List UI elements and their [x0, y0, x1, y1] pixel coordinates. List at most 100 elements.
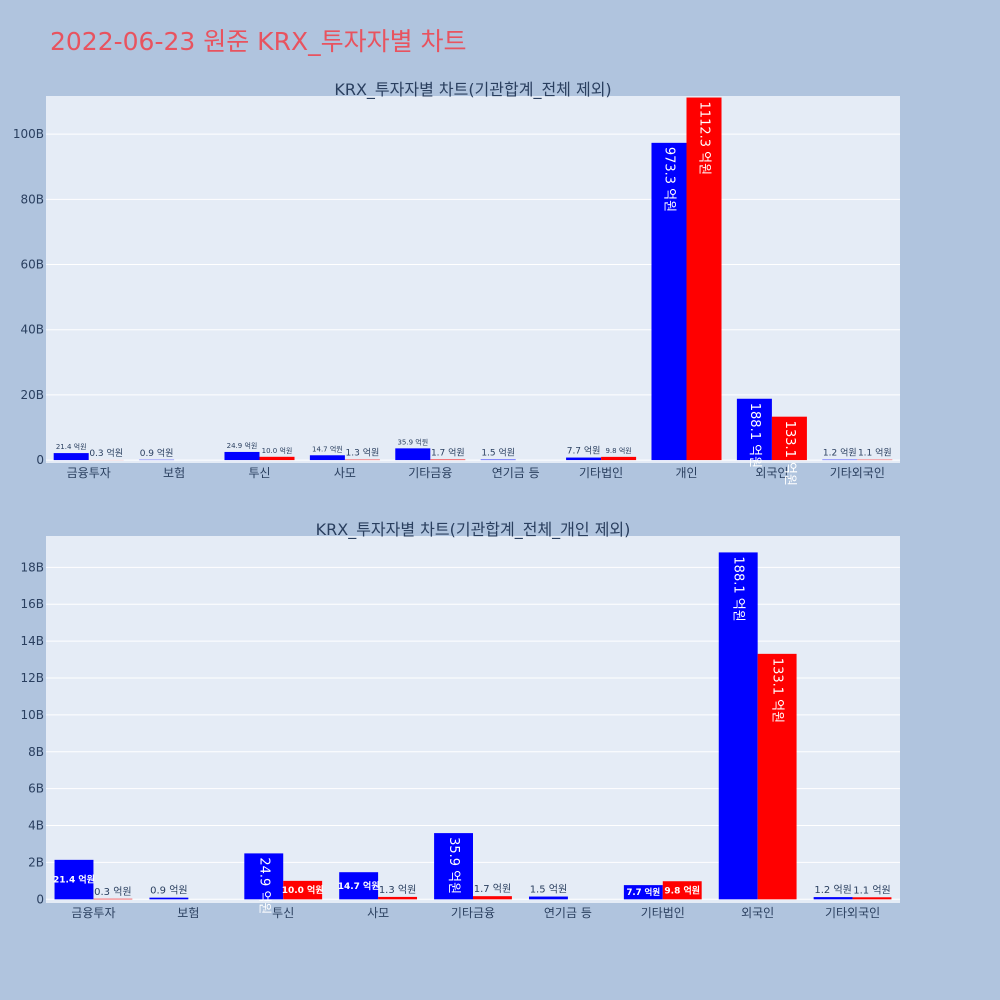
data-label: 10.0 억원 [282, 884, 324, 896]
x-tick-label: 금융투자 [67, 466, 111, 480]
data-label: 1.3 억원 [379, 884, 416, 896]
data-label: 9.8 억원 [605, 446, 631, 455]
x-tick-label: 외국인 [741, 906, 774, 920]
data-label: 1.1 억원 [853, 884, 890, 896]
bar [771, 416, 807, 461]
bar [473, 896, 512, 900]
x-tick-label: 사모 [334, 466, 356, 480]
data-label: 10.0 억원 [262, 446, 293, 455]
x-tick-label: 개인 [675, 466, 697, 480]
chart-bottom: 0 2B 4B 6B 8B 10B 12B 14B 16B 18B KRX_투자자별 차트(기관합계… [20, 520, 900, 920]
bar [757, 653, 797, 900]
y-tick-label: 12B [20, 671, 44, 685]
x-tick-label: 연기금 등 [492, 466, 540, 480]
y-tick-label: 80B [20, 192, 44, 206]
x-tick-label: 투신 [248, 466, 270, 480]
y-tick-label: 10B [20, 708, 44, 722]
data-label: 14.7 억원 [338, 880, 380, 892]
data-label: 24.9 억원 [227, 441, 258, 450]
data-label: 7.7 억원 [626, 887, 660, 898]
data-label: 1.7 억원 [431, 447, 465, 459]
y-tick-label: 0 [36, 892, 44, 906]
data-label: 1.3 억원 [346, 447, 380, 459]
bar [566, 457, 602, 461]
data-label: 973.3 억원 [661, 147, 676, 212]
data-label: 133.1 억원 [770, 658, 785, 723]
bar [623, 885, 663, 900]
x-tick-label: 금융투자 [71, 906, 115, 920]
data-label: 1.2 억원 [823, 447, 857, 459]
bar [718, 552, 758, 900]
data-label: 21.4 억원 [53, 874, 95, 886]
bar [259, 456, 295, 461]
data-label: 0.9 억원 [140, 447, 174, 459]
page-title: 2022-06-23 원준 KRX_투자자별 차트 [50, 27, 467, 56]
bar [93, 898, 133, 900]
x-tick-label: 외국인 [755, 466, 788, 480]
x-tick-label: 보험 [177, 906, 199, 920]
data-label: 35.9 억원 [397, 437, 428, 446]
data-label: 9.8 억원 [664, 884, 700, 896]
x-tick-label: 투신 [272, 906, 294, 920]
x-tick-label: 연기금 등 [544, 906, 592, 920]
y-tick-label: 14B [20, 634, 44, 648]
data-label: 1.7 억원 [474, 883, 511, 895]
data-label: 1.5 억원 [481, 447, 515, 459]
chart-title: KRX_투자자별 차트(기관합계_전체_개인 제외) [316, 520, 631, 540]
data-label: 21.4 억원 [56, 442, 87, 451]
x-tick-label: 보험 [163, 466, 185, 480]
data-label: 0.3 억원 [94, 886, 131, 898]
data-label: 1112.3 억원 [697, 102, 712, 176]
bar [430, 459, 466, 461]
bar [54, 859, 94, 900]
chart-top: 0 20B 40B 60B 80B 100B KRX_투자자별 차트(기관합계_전체 제외)… [13, 80, 900, 486]
data-label: 133.1 억원 [782, 421, 797, 486]
data-label: 35.9 억원 [446, 837, 461, 894]
data-label: 1.2 억원 [814, 884, 851, 896]
data-label: 1.5 억원 [530, 884, 567, 896]
bar [662, 881, 702, 900]
bar [244, 853, 284, 900]
y-tick-label: 20B [20, 388, 44, 402]
data-label: 188.1 억원 [731, 556, 746, 621]
data-label: 14.7 억원 [312, 444, 343, 453]
y-tick-label: 100B [13, 127, 44, 141]
data-label: 7.7 억원 [567, 445, 601, 457]
y-tick-label: 0 [36, 453, 44, 467]
data-label: 188.1 억원 [747, 403, 762, 468]
y-tick-label: 8B [28, 745, 44, 759]
y-tick-label: 4B [28, 819, 44, 833]
bar [528, 896, 568, 900]
y-tick-label: 18B [20, 560, 44, 574]
bar [852, 897, 892, 900]
y-tick-label: 60B [20, 258, 44, 272]
bar [434, 833, 473, 900]
x-tick-label: 기타금융 [408, 466, 452, 480]
bar [224, 451, 260, 461]
bar [651, 142, 687, 461]
bar [736, 398, 772, 461]
y-tick-label: 16B [20, 597, 44, 611]
x-tick-label: 기타외국인 [830, 466, 885, 480]
x-tick-label: 기타법인 [579, 466, 623, 480]
bar [309, 455, 345, 461]
bar [813, 897, 853, 900]
data-label: 0.3 억원 [89, 447, 123, 459]
bar [149, 897, 189, 900]
y-tick-label: 40B [20, 323, 44, 337]
data-label: 1.1 억원 [858, 447, 892, 459]
plot-area [46, 96, 900, 463]
bar [601, 456, 637, 461]
bar [395, 448, 431, 461]
y-tick-label: 2B [28, 855, 44, 869]
bar [686, 97, 722, 461]
y-tick-label: 6B [28, 782, 44, 796]
x-tick-label: 사모 [367, 906, 389, 920]
bar [53, 453, 89, 461]
x-tick-label: 기타법인 [641, 906, 685, 920]
x-tick-label: 기타금융 [451, 906, 495, 920]
data-label: 0.9 억원 [150, 885, 187, 897]
x-tick-label: 기타외국인 [825, 906, 880, 920]
bar [378, 896, 418, 900]
